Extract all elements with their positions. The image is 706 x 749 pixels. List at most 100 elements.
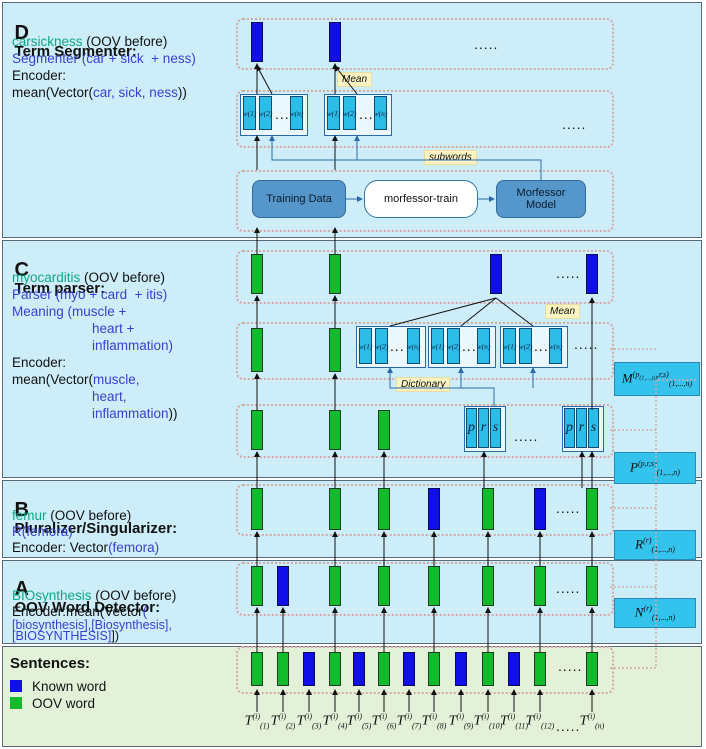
panel-a-line4-text: [BIOSYNTHESIS]])	[12, 630, 119, 643]
r-base: R	[635, 536, 644, 552]
ellipsis: .....	[562, 116, 587, 132]
oov-note: (OOV before)	[46, 508, 132, 523]
encoder-arg: muscle,	[93, 372, 140, 387]
token-13: T(i)(n)	[579, 712, 605, 731]
token-1: T(i)(1)	[244, 712, 270, 731]
encoder-prefix: mean(Vector(	[12, 372, 94, 387]
subword-wn: w(n)	[374, 96, 387, 130]
ellipsis: .....	[474, 36, 499, 52]
token-10: T(i)(10)	[473, 712, 503, 731]
vector-bar-sentences-8	[428, 652, 440, 686]
vector-bar-b-10	[482, 488, 494, 530]
vector-bar-c1-1	[251, 410, 263, 450]
subword-label: w(1)	[326, 108, 341, 118]
panel-letter: B	[14, 499, 29, 521]
meaning-subword: w(1)	[503, 328, 516, 364]
panel-letter: D	[14, 22, 29, 44]
meaning-subword: w(n)	[407, 328, 420, 364]
ellipsis: .....	[556, 580, 581, 596]
row-c1	[236, 404, 614, 458]
vector-bar-c3-12	[490, 254, 502, 294]
panel-title: OOV Word Detector:	[14, 599, 161, 616]
meaning-subword: w(1)	[431, 328, 444, 364]
subword-label: w(2)	[258, 108, 273, 118]
vector-bar-sentences-10	[482, 652, 494, 686]
example-word: femur	[12, 508, 47, 523]
side-label-n: N(r)(1,...,n)	[614, 598, 696, 628]
example-word: myocarditis	[12, 270, 81, 285]
prs-box-s: s	[490, 408, 501, 448]
panel-b-line1: femur (OOV before)	[12, 507, 131, 524]
subword-w2: w(2)	[343, 96, 356, 130]
panel-c-line3: Meaning (muscle +	[12, 304, 127, 319]
vector-bar-sentences-11	[508, 652, 520, 686]
side-label-r: R(r)(1,...,n)	[614, 530, 696, 560]
p-label: P(p,r,s)(1,...,n)	[630, 459, 680, 477]
r-sup: (r)	[643, 536, 652, 546]
encoder-suffix: ))	[177, 85, 187, 100]
vector-bar-sentences-13	[586, 652, 598, 686]
prs-box-s: s	[588, 408, 599, 448]
vector-bar-b-1	[251, 488, 263, 530]
panel-title: Term parser:	[14, 280, 106, 297]
ellipsis: .....	[556, 718, 581, 734]
p-sub: (1,...,n)	[656, 467, 680, 477]
subword-label: w(1)	[242, 108, 257, 118]
encoder-suffix: ])	[111, 629, 119, 643]
vector-bar-a-10	[482, 566, 494, 606]
encoder-args: car, sick, ness	[93, 85, 178, 100]
subword-w2: w(2)	[259, 96, 272, 130]
token-5: T(i)(5)	[346, 712, 372, 731]
panel-b-line3: Encoder: Vector(femora)	[12, 539, 159, 556]
ellipsis: .....	[556, 265, 581, 281]
ellipsis: .....	[514, 428, 539, 444]
prs-box-r: r	[478, 408, 489, 448]
panel-pluralizer	[2, 480, 702, 558]
encoder-arg: inflammation	[92, 406, 169, 421]
m-label: M(p(1,...,n),r,s)(1,...,n)	[621, 370, 693, 388]
morfessor-model-box: Morfessor Model	[496, 180, 586, 218]
morfessor-train-label: morfessor-train	[384, 193, 458, 205]
token-4: T(i)(4)	[322, 712, 348, 731]
prs-box-p: p	[466, 408, 477, 448]
ellipsis: ...	[390, 338, 405, 354]
n-sub: (1,...,n)	[651, 612, 676, 622]
vector-bar-a-8	[428, 566, 440, 606]
morfessor-train-box: morfessor-train	[364, 180, 478, 218]
panel-d-line1: carsickness (OOV before)	[12, 33, 167, 50]
r-label: R(r)(1,...,n)	[635, 536, 675, 554]
vector-bar-c1-6	[378, 410, 390, 450]
vector-bar-b-8	[428, 488, 440, 530]
panel-oov-detector	[2, 560, 702, 644]
panel-a-line1: BIOsynthesis (OOV before)	[12, 587, 176, 604]
encoder-arg: [BIOSYNTHESIS]	[12, 629, 112, 643]
panel-letter: A	[14, 578, 29, 600]
example-word: carsickness	[12, 34, 83, 49]
ellipsis: .....	[558, 658, 583, 674]
encoder-prefix: Encoder:mean(Vector	[12, 604, 143, 619]
panel-sentences	[2, 646, 702, 747]
vector-bar-b-4	[329, 488, 341, 530]
ellipsis: ...	[275, 106, 290, 122]
side-label-m: M(p(1,...,n),r,s)(1,...,n)	[614, 362, 700, 396]
vector-bar-c3-4	[329, 254, 341, 294]
vector-bar-c3-13	[586, 254, 598, 294]
subword-label: w(2)	[342, 108, 357, 118]
oov-note: (OOV before)	[80, 270, 166, 285]
meaning-subword: w(2)	[447, 328, 460, 364]
vector-bar-b-13	[586, 488, 598, 530]
token-3: T(i)(3)	[296, 712, 322, 731]
meaning-subword: w(2)	[519, 328, 532, 364]
prs-box-r: r	[576, 408, 587, 448]
panel-b-heading: B Pluralizer/Singularizer:	[7, 485, 178, 537]
panel-c-line1: myocarditis (OOV before)	[12, 269, 165, 286]
encoder-prefix: mean(Vector(	[12, 85, 94, 100]
subword-w1: w(1)	[327, 96, 340, 130]
vector-bar-c2-1	[251, 328, 263, 372]
vector-bar-c3-1	[251, 254, 263, 294]
meaning-subword: w(1)	[359, 328, 372, 364]
subword-label: w(n)	[373, 108, 388, 118]
mean-tag: Mean	[337, 72, 373, 87]
side-label-p: P(p,r,s)(1,...,n)	[614, 452, 696, 484]
panel-d-line2: Segmenter (car + sick + ness)	[12, 51, 196, 66]
